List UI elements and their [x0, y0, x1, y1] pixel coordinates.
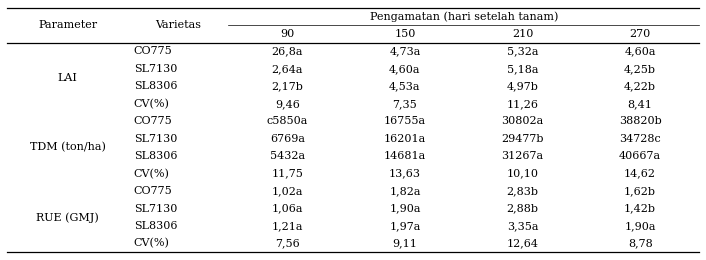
- Text: 9,11: 9,11: [393, 238, 417, 249]
- Text: 13,63: 13,63: [389, 169, 421, 179]
- Text: 1,02a: 1,02a: [272, 186, 303, 196]
- Text: SL8306: SL8306: [134, 81, 177, 91]
- Text: 1,97a: 1,97a: [389, 221, 421, 231]
- Text: CO775: CO775: [134, 47, 172, 56]
- Text: 14,62: 14,62: [624, 169, 656, 179]
- Text: CO775: CO775: [134, 186, 172, 196]
- Text: 10,10: 10,10: [506, 169, 539, 179]
- Text: 210: 210: [512, 29, 533, 39]
- Text: 2,17b: 2,17b: [271, 81, 303, 91]
- Text: 5,32a: 5,32a: [507, 47, 538, 56]
- Text: 11,26: 11,26: [506, 99, 539, 109]
- Text: CV(%): CV(%): [134, 168, 169, 179]
- Text: 4,60a: 4,60a: [624, 47, 656, 56]
- Text: SL7130: SL7130: [134, 204, 177, 213]
- Text: 34728c: 34728c: [619, 134, 661, 144]
- Text: 4,53a: 4,53a: [389, 81, 421, 91]
- Text: 4,25b: 4,25b: [624, 64, 656, 74]
- Text: Parameter: Parameter: [38, 20, 97, 30]
- Text: 8,78: 8,78: [628, 238, 652, 249]
- Text: CO775: CO775: [134, 116, 172, 126]
- Text: 1,06a: 1,06a: [272, 204, 303, 213]
- Text: CV(%): CV(%): [134, 238, 169, 249]
- Text: 30802a: 30802a: [501, 116, 544, 126]
- Text: 16201a: 16201a: [384, 134, 426, 144]
- Text: 1,82a: 1,82a: [389, 186, 421, 196]
- Text: Varietas: Varietas: [155, 20, 201, 30]
- Text: 29477b: 29477b: [501, 134, 544, 144]
- Text: 3,35a: 3,35a: [507, 221, 538, 231]
- Text: 26,8a: 26,8a: [272, 47, 303, 56]
- Text: 2,64a: 2,64a: [272, 64, 303, 74]
- Text: 7,56: 7,56: [275, 238, 299, 249]
- Text: CV(%): CV(%): [134, 99, 169, 109]
- Text: 4,97b: 4,97b: [507, 81, 539, 91]
- Text: 14681a: 14681a: [384, 151, 426, 161]
- Text: 270: 270: [630, 29, 651, 39]
- Text: 2,88b: 2,88b: [506, 204, 539, 213]
- Text: 16755a: 16755a: [384, 116, 426, 126]
- Text: SL7130: SL7130: [134, 134, 177, 144]
- Text: 5432a: 5432a: [270, 151, 305, 161]
- Text: 9,46: 9,46: [275, 99, 300, 109]
- Text: RUE (GMJ): RUE (GMJ): [36, 212, 99, 223]
- Text: 5,18a: 5,18a: [507, 64, 538, 74]
- Text: 31267a: 31267a: [501, 151, 544, 161]
- Text: SL8306: SL8306: [134, 221, 177, 231]
- Text: 7,35: 7,35: [393, 99, 417, 109]
- Text: 4,60a: 4,60a: [389, 64, 421, 74]
- Text: TDM (ton/ha): TDM (ton/ha): [30, 142, 105, 153]
- Text: 40667a: 40667a: [619, 151, 662, 161]
- Text: 1,62b: 1,62b: [624, 186, 656, 196]
- Text: SL7130: SL7130: [134, 64, 177, 74]
- Text: LAI: LAI: [58, 73, 78, 83]
- Text: 4,22b: 4,22b: [624, 81, 656, 91]
- Text: 38820b: 38820b: [618, 116, 662, 126]
- Text: Pengamatan (hari setelah tanam): Pengamatan (hari setelah tanam): [369, 11, 558, 22]
- Text: c5850a: c5850a: [267, 116, 308, 126]
- Text: 90: 90: [280, 29, 294, 39]
- Text: 2,83b: 2,83b: [506, 186, 539, 196]
- Text: 1,42b: 1,42b: [624, 204, 656, 213]
- Text: 1,21a: 1,21a: [272, 221, 303, 231]
- Text: 4,73a: 4,73a: [389, 47, 421, 56]
- Text: 1,90a: 1,90a: [389, 204, 421, 213]
- Text: 8,41: 8,41: [628, 99, 652, 109]
- Text: 1,90a: 1,90a: [624, 221, 656, 231]
- Text: SL8306: SL8306: [134, 151, 177, 161]
- Text: 150: 150: [394, 29, 416, 39]
- Text: 11,75: 11,75: [271, 169, 303, 179]
- Text: 6769a: 6769a: [270, 134, 305, 144]
- Text: 12,64: 12,64: [506, 238, 539, 249]
